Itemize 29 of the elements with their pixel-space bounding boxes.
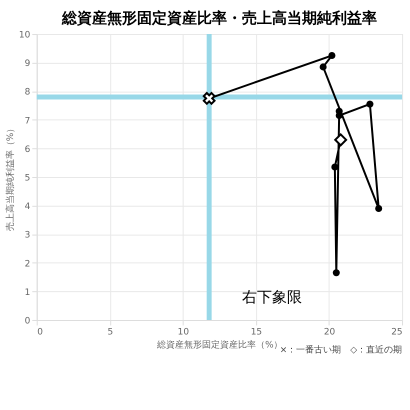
point bbox=[320, 63, 327, 70]
annotation: 右下象限 bbox=[242, 288, 302, 306]
y-tick-label: 6 bbox=[24, 144, 31, 155]
x-tick-label: 10 bbox=[178, 327, 190, 338]
y-tick-label: 0 bbox=[24, 316, 31, 326]
x-tick-label: 20 bbox=[324, 327, 336, 338]
y-tick-label: 10 bbox=[18, 30, 31, 41]
point bbox=[366, 100, 374, 108]
y-tick-label: 5 bbox=[24, 173, 30, 184]
x-tick-label: 25 bbox=[391, 327, 403, 338]
y-tick-label: 4 bbox=[24, 202, 31, 212]
x-tick-label: 0 bbox=[37, 327, 44, 338]
point bbox=[331, 164, 338, 171]
x-tick-label: 15 bbox=[250, 327, 262, 338]
y-tick-label: 7 bbox=[24, 116, 30, 126]
point bbox=[375, 204, 382, 212]
y-tick-label: 2 bbox=[24, 259, 30, 270]
chart-title: 総資産無形固定資産比率・売上高当期純利益率 bbox=[60, 9, 377, 28]
x-tick-label: 5 bbox=[107, 327, 114, 338]
point bbox=[202, 92, 216, 105]
y-tick-label: 8 bbox=[24, 88, 31, 98]
point bbox=[332, 269, 340, 276]
text: ×：一番古い期 ◇：直近の期 bbox=[280, 344, 402, 356]
y-tick-label: 3 bbox=[24, 230, 30, 241]
point bbox=[334, 133, 348, 146]
y-tick-label: 9 bbox=[24, 59, 31, 70]
y-axis-title: 売上高当期純利益率（%） bbox=[4, 124, 16, 232]
point bbox=[328, 52, 336, 60]
y-tick-label: 1 bbox=[24, 288, 30, 298]
